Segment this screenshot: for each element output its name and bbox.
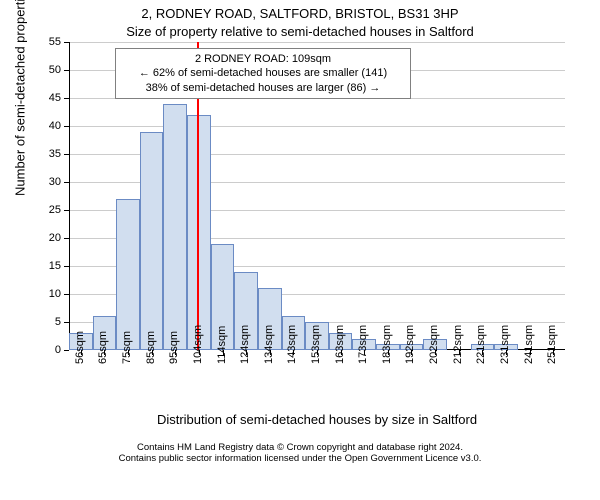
ytick-mark [64,98,69,99]
ytick-mark [64,266,69,267]
annotation-line: ← 62% of semi-detached houses are smalle… [120,66,406,80]
ytick-label: 55 [41,36,61,48]
ytick-mark [64,42,69,43]
ytick-label: 10 [41,288,61,300]
ytick-mark [64,210,69,211]
ytick-mark [64,182,69,183]
chart-title-sub: Size of property relative to semi-detach… [0,24,600,39]
attribution-text: Contains HM Land Registry data © Crown c… [0,442,600,465]
histogram-bar [116,199,140,350]
ytick-label: 25 [41,204,61,216]
y-axis-line [69,42,70,350]
ytick-label: 50 [41,64,61,76]
histogram-bar [140,132,164,350]
ytick-label: 5 [41,316,61,328]
ytick-mark [64,294,69,295]
ytick-mark [64,322,69,323]
ytick-label: 30 [41,176,61,188]
chart-title-main: 2, RODNEY ROAD, SALTFORD, BRISTOL, BS31 … [0,6,600,21]
ytick-mark [64,70,69,71]
ytick-label: 15 [41,260,61,272]
ytick-label: 45 [41,92,61,104]
attribution-line1: Contains HM Land Registry data © Crown c… [137,442,463,453]
histogram-bar [163,104,187,350]
ytick-label: 40 [41,120,61,132]
chart-container: 2, RODNEY ROAD, SALTFORD, BRISTOL, BS31 … [0,0,600,500]
ytick-label: 35 [41,148,61,160]
ytick-mark [64,238,69,239]
x-axis-label: Distribution of semi-detached houses by … [69,412,565,427]
ytick-label: 20 [41,232,61,244]
ytick-mark [64,350,69,351]
attribution-line2: Contains public sector information licen… [119,453,482,464]
ytick-mark [64,154,69,155]
gridline [69,42,565,43]
annotation-box: 2 RODNEY ROAD: 109sqm← 62% of semi-detac… [115,48,411,99]
ytick-mark [64,126,69,127]
annotation-line: 38% of semi-detached houses are larger (… [120,81,406,95]
ytick-label: 0 [41,344,61,356]
annotation-line: 2 RODNEY ROAD: 109sqm [120,52,406,66]
gridline [69,126,565,127]
